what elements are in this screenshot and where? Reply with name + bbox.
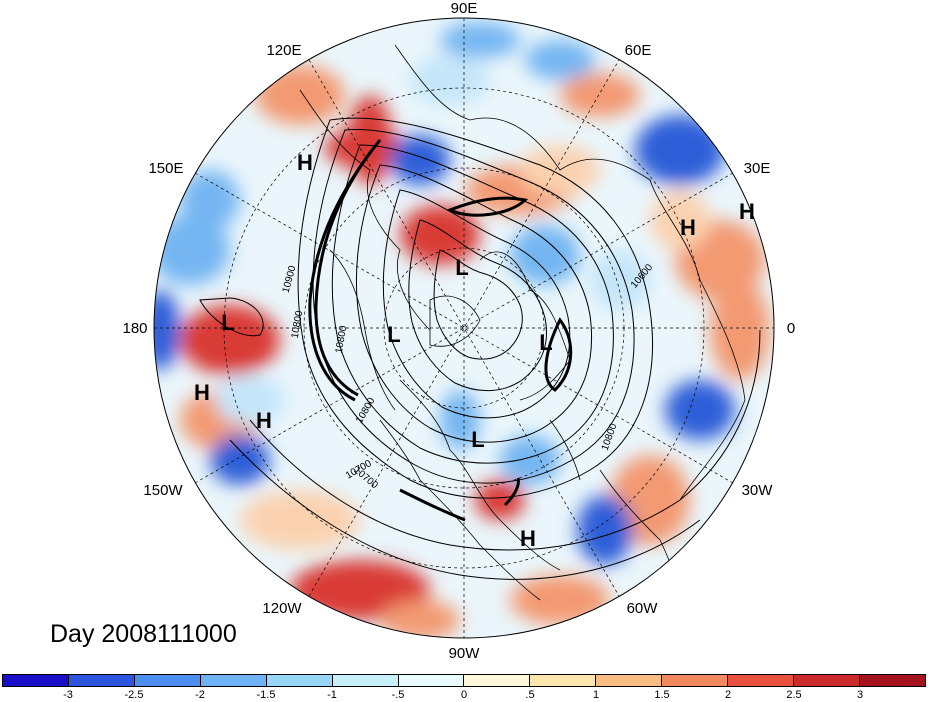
colorbar-tick-label: .5 (525, 689, 535, 701)
contour-value-label: 10800 (290, 309, 306, 339)
colorbar-swatches (2, 674, 926, 687)
colorbar-swatch (859, 675, 925, 686)
high-pressure-label: H (297, 150, 313, 175)
anomaly-blob (390, 135, 450, 185)
lon-label-30e: 30E (744, 160, 771, 177)
colorbar-swatch (662, 675, 729, 686)
anomaly-blob (348, 95, 392, 185)
anomaly-blob (154, 215, 230, 285)
colorbar-swatch (596, 675, 663, 686)
colorbar-swatch (134, 675, 201, 686)
lon-label-60w: 60W (627, 600, 659, 617)
anomaly-blob (510, 575, 610, 625)
anomaly-blob (475, 480, 525, 520)
low-pressure-label: L (455, 255, 468, 280)
jet-contours-bold (308, 139, 573, 522)
lon-label-180: 180 (122, 320, 147, 337)
colorbar-tick-label: -1.5 (256, 689, 276, 701)
high-pressure-label: H (520, 526, 536, 551)
colorbar-tick-label: -2.5 (124, 689, 144, 701)
colorbar-swatch (332, 675, 399, 686)
anomaly-blob (510, 225, 580, 285)
anomaly-blob (665, 380, 735, 440)
colorbar: -3 -2.5 -2 -1.5 -1 -.5 0 .5 1 1.5 2 2.5 3 (0, 674, 928, 702)
anomaly-blob (525, 40, 595, 80)
colorbar-swatch (200, 675, 267, 686)
lon-label-30w: 30W (742, 482, 774, 499)
colorbar-tick-label: 2.5 (786, 689, 802, 701)
anomaly-blob (210, 435, 270, 485)
date-title: Day 2008111000 (50, 620, 237, 648)
anomaly-blob (380, 600, 460, 638)
colorbar-swatch (728, 675, 795, 686)
colorbar-swatch (398, 675, 465, 686)
colorbar-tick-label: -1 (327, 689, 337, 701)
anomaly-blob (710, 280, 770, 380)
colorbar-swatch (68, 675, 135, 686)
anomaly-blob (590, 250, 650, 310)
anomaly-blob (180, 170, 240, 230)
colorbar-tick-label: -2 (195, 689, 205, 701)
high-pressure-label: H (739, 199, 755, 224)
longitude-labels: 90E 120E 60E 150E 30E 180 0 150W 30W 120… (122, 0, 795, 662)
colorbar-swatch (794, 675, 860, 686)
high-pressure-label: H (256, 408, 272, 433)
high-pressure-label: H (194, 380, 210, 405)
polar-stereographic-map: 1090010800108001060010800108001070010700… (122, 0, 795, 662)
contour-value-label: 10800 (334, 324, 350, 354)
lon-label-120e: 120E (266, 42, 301, 59)
anomaly-blob (180, 305, 280, 375)
colorbar-tick-label: 1.5 (654, 689, 670, 701)
low-pressure-label: L (471, 427, 484, 452)
lon-label-150e: 150E (148, 160, 183, 177)
anomaly-blob (154, 290, 180, 370)
colorbar-tick-label: 0 (460, 689, 468, 701)
low-pressure-label: L (539, 330, 552, 355)
graticule (154, 18, 774, 638)
low-pressure-label: L (387, 322, 400, 347)
colorbar-swatch (530, 675, 597, 686)
lon-label-60e: 60E (625, 42, 652, 59)
colorbar-tick-label: -.5 (391, 689, 405, 701)
anomaly-blob (440, 22, 520, 58)
lon-label-90e: 90E (451, 0, 478, 17)
anomaly-blob (215, 375, 285, 425)
colorbar-tick-label: -3 (63, 689, 73, 701)
anomaly-blob (650, 190, 710, 250)
colorbar-swatch (464, 675, 531, 686)
lon-label-120w: 120W (262, 600, 302, 617)
colorbar-swatch (266, 675, 333, 686)
lon-label-0: 0 (787, 320, 795, 337)
map-boundary (153, 17, 775, 639)
lon-label-150w: 150W (143, 482, 183, 499)
high-pressure-label: H (680, 215, 696, 240)
anomaly-blob (560, 73, 640, 117)
anomaly-blob (635, 115, 725, 185)
colorbar-swatch (3, 675, 69, 686)
anomaly-blob (410, 55, 490, 105)
anomaly-blob (577, 495, 633, 565)
anomaly-field (154, 18, 774, 638)
anomaly-blob (440, 390, 480, 450)
low-pressure-label: L (221, 310, 234, 335)
colorbar-tick-label: 1 (592, 689, 600, 701)
anomaly-blob (255, 65, 345, 125)
lon-label-90w: 90W (449, 645, 481, 662)
pressure-center-labels: H H H L L L H H L L H (194, 150, 755, 551)
anomaly-blob (240, 490, 360, 550)
colorbar-tick-label: 3 (856, 689, 864, 701)
colorbar-tick-label: 2 (724, 689, 732, 701)
